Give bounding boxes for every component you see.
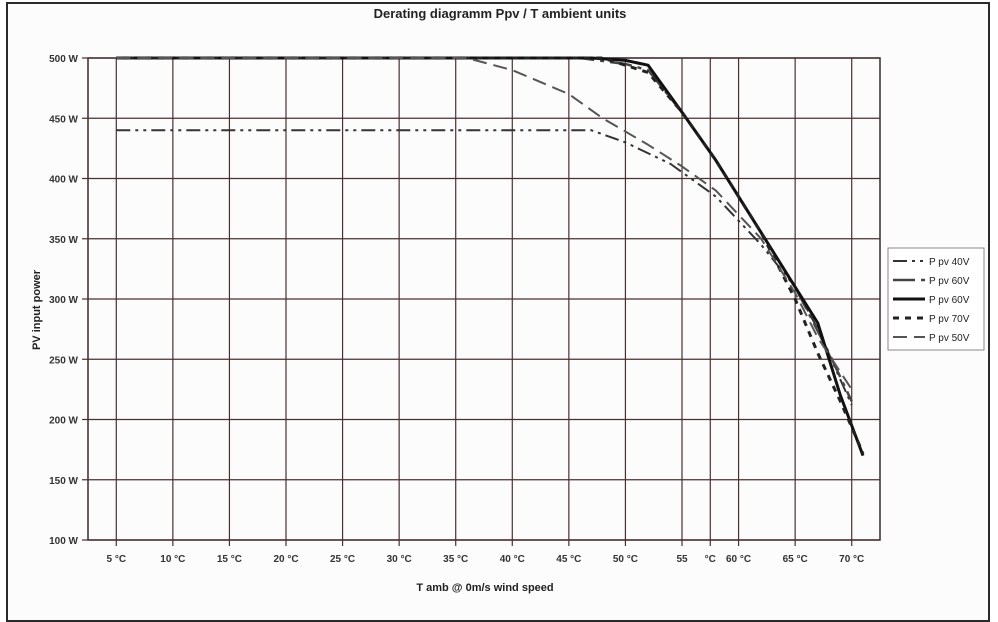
x-tick-label: 40 °C <box>500 554 525 565</box>
y-tick-label: 200 W <box>49 416 78 427</box>
series-line <box>116 56 865 457</box>
x-tick-label: 10 °C <box>160 554 185 565</box>
x-tick-label: 15 °C <box>217 554 242 565</box>
y-tick-label: 100 W <box>49 536 78 547</box>
legend-label: P pv 70V <box>929 314 970 325</box>
x-axis-title: T amb @ 0m/s wind speed <box>416 582 553 594</box>
x-tick-label: °C <box>705 554 716 565</box>
x-tick-label: 35 °C <box>443 554 468 565</box>
legend-label: P pv 40V <box>929 257 970 268</box>
x-tick-label: 50 °C <box>613 554 638 565</box>
x-tick-label: 20 °C <box>273 554 298 565</box>
chart-title: Derating diagramm Ppv / T ambient units <box>374 6 627 21</box>
y-tick-label: 450 W <box>49 114 78 125</box>
chart-frame <box>6 2 990 622</box>
x-tick-label: 60 °C <box>726 554 751 565</box>
legend: P pv 40V P pv 60V P pv 60V P pv 70V P pv 50V <box>887 247 985 351</box>
y-tick-label: 250 W <box>49 355 78 366</box>
series-line <box>116 57 853 390</box>
legend-label: P pv 50V <box>929 333 970 344</box>
x-tick-label: 25 °C <box>330 554 355 565</box>
grid-layer <box>82 57 881 546</box>
x-tick-label: 5 °C <box>107 554 127 565</box>
series-layer <box>116 56 865 457</box>
series-line <box>116 56 853 402</box>
x-tick-label: 55 <box>676 554 688 565</box>
x-tick-label: 30 °C <box>387 554 412 565</box>
y-tick-label: 300 W <box>49 295 78 306</box>
legend-label: P pv 60V <box>929 295 970 306</box>
y-tick-label: 150 W <box>49 476 78 487</box>
x-tick-labels: 5 °C 10 °C 15 °C 20 °C 25 °C 30 °C 35 °C 40 °C 4… <box>107 554 865 565</box>
y-tick-labels: 100 W 150 W 200 W 250 W 300 W 350 W 400 W 450 W… <box>49 54 78 547</box>
y-axis-title: PV input power <box>31 269 43 350</box>
x-tick-label: 45 °C <box>556 554 581 565</box>
legend-label: P pv 60V <box>929 276 970 287</box>
y-tick-label: 350 W <box>49 235 78 246</box>
series-line <box>116 129 853 406</box>
x-tick-label: 65 °C <box>783 554 808 565</box>
legend-items: P pv 40V P pv 60V P pv 60V P pv 70V P pv 50V <box>893 257 970 344</box>
x-tick-label: 70 °C <box>839 554 864 565</box>
y-tick-label: 500 W <box>49 54 78 65</box>
series-line <box>116 56 865 454</box>
y-tick-label: 400 W <box>49 175 78 186</box>
